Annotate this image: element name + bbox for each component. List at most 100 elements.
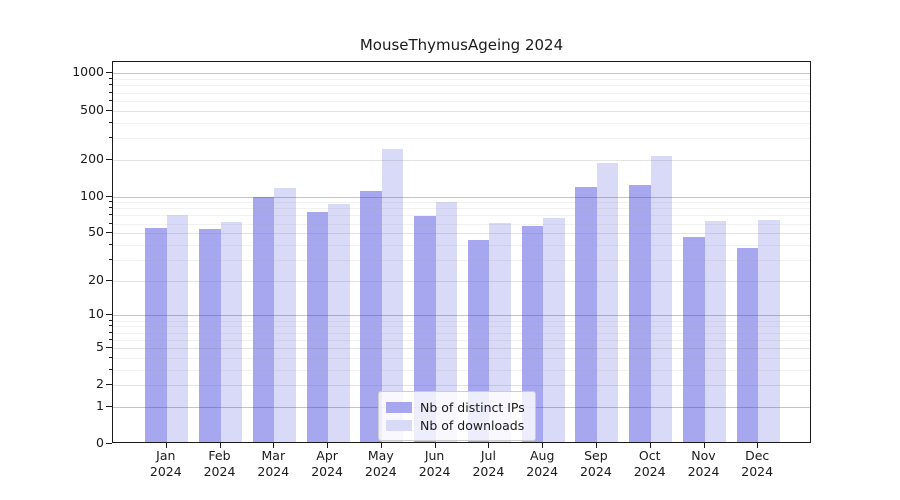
x-tick-year: 2024 <box>311 464 343 479</box>
x-tick-month: Feb <box>208 448 231 463</box>
gridline <box>113 79 810 81</box>
bar-ips-jan <box>145 228 167 442</box>
x-tick-year: 2024 <box>257 464 290 479</box>
x-tick-year: 2024 <box>203 464 236 479</box>
y-minor-tick-mark <box>108 338 112 340</box>
y-tick-mark <box>106 279 112 281</box>
legend-swatch-ips <box>386 401 412 413</box>
x-tick-label: Jun 2024 <box>405 448 465 480</box>
x-tick-mark <box>219 443 221 448</box>
x-tick-mark <box>488 443 490 448</box>
bar-downloads-apr <box>328 203 350 442</box>
y-tick-mark <box>106 384 112 386</box>
gridline <box>113 208 810 210</box>
bar-ips-nov <box>683 236 705 442</box>
y-tick-label: 2 <box>96 376 104 392</box>
y-minor-tick-mark <box>108 136 112 138</box>
y-minor-tick-mark <box>108 258 112 260</box>
bar-ips-may <box>360 191 382 442</box>
x-tick-label: Aug 2024 <box>512 448 572 480</box>
x-tick-month: Mar <box>261 448 286 463</box>
y-minor-tick-mark <box>108 201 112 203</box>
gridline <box>113 244 810 246</box>
gridline <box>113 110 810 112</box>
y-minor-tick-mark <box>108 78 112 80</box>
plot-area <box>112 61 811 443</box>
x-tick-mark <box>380 443 382 448</box>
y-minor-tick-mark <box>108 243 112 245</box>
legend-entry: Nb of downloads <box>386 417 525 433</box>
legend: Nb of distinct IPs Nb of downloads <box>378 391 536 441</box>
bar-ips-feb <box>199 229 221 442</box>
y-minor-tick-mark <box>108 368 112 370</box>
x-tick-label: Nov 2024 <box>674 448 734 480</box>
bar-ips-apr <box>306 211 329 442</box>
x-tick-mark <box>703 443 705 448</box>
y-minor-tick-mark <box>108 91 112 93</box>
gridline <box>113 92 810 94</box>
y-tick-label: 50 <box>88 224 104 240</box>
y-minor-tick-mark <box>108 319 112 321</box>
bar-ips-jun <box>414 215 436 442</box>
bar-downloads-may <box>381 148 404 442</box>
y-tick-label: 20 <box>88 271 104 287</box>
x-tick-mark <box>327 443 329 448</box>
gridline <box>113 332 810 334</box>
x-tick-label: Apr 2024 <box>297 448 357 480</box>
y-tick-mark <box>106 314 112 316</box>
x-tick-month: Oct <box>638 448 661 463</box>
legend-entry: Nb of distinct IPs <box>386 399 525 415</box>
gridline <box>113 196 810 198</box>
gridline <box>113 259 810 261</box>
x-tick-month: Aug <box>529 448 555 463</box>
gridline <box>113 347 810 349</box>
gridline <box>113 320 810 322</box>
x-tick-month: Apr <box>316 448 338 463</box>
x-tick-year: 2024 <box>149 464 182 479</box>
gridline <box>113 85 810 87</box>
gridline <box>113 357 810 359</box>
y-minor-tick-mark <box>108 356 112 358</box>
bar-ips-mar <box>252 197 275 442</box>
x-tick-label: Jul 2024 <box>458 448 518 480</box>
x-tick-label: Feb 2024 <box>190 448 250 480</box>
gridline <box>113 73 810 75</box>
x-tick-month: Dec <box>745 448 770 463</box>
x-tick-month: Sep <box>584 448 608 463</box>
x-tick-label: May 2024 <box>351 448 411 480</box>
bar-downloads-feb <box>220 221 242 442</box>
gridline <box>113 369 810 371</box>
legend-label: Nb of downloads <box>420 417 525 433</box>
x-tick-mark <box>165 443 167 448</box>
y-tick-mark <box>106 109 112 111</box>
x-tick-mark <box>434 443 436 448</box>
gridline <box>113 385 810 387</box>
bar-downloads-jan <box>166 214 189 442</box>
y-minor-tick-mark <box>108 121 112 123</box>
y-tick-mark <box>106 232 112 234</box>
legend-label: Nb of distinct IPs <box>420 399 525 415</box>
x-tick-year: 2024 <box>633 464 666 479</box>
gridline <box>113 223 810 225</box>
y-tick-label: 0 <box>96 435 104 450</box>
chart-title: MouseThymusAgeing 2024 <box>359 36 564 54</box>
x-tick-label: Dec 2024 <box>727 448 787 480</box>
x-tick-mark <box>757 443 759 448</box>
gridline <box>113 215 810 217</box>
x-tick-year: 2024 <box>364 464 397 479</box>
y-tick-mark <box>106 346 112 348</box>
x-tick-label: Oct 2024 <box>620 448 680 480</box>
y-tick-label: 200 <box>80 150 104 166</box>
y-tick-label: 1 <box>96 397 104 413</box>
x-tick-year: 2024 <box>741 464 774 479</box>
x-tick-month: May <box>367 448 394 463</box>
bar-downloads-nov <box>704 220 726 442</box>
y-tick-mark <box>106 405 112 407</box>
y-minor-tick-mark <box>108 99 112 101</box>
bar-downloads-oct <box>650 155 673 442</box>
y-minor-tick-mark <box>108 331 112 333</box>
bar-downloads-aug <box>543 218 565 442</box>
gridline <box>113 100 810 102</box>
x-tick-mark <box>273 443 275 448</box>
